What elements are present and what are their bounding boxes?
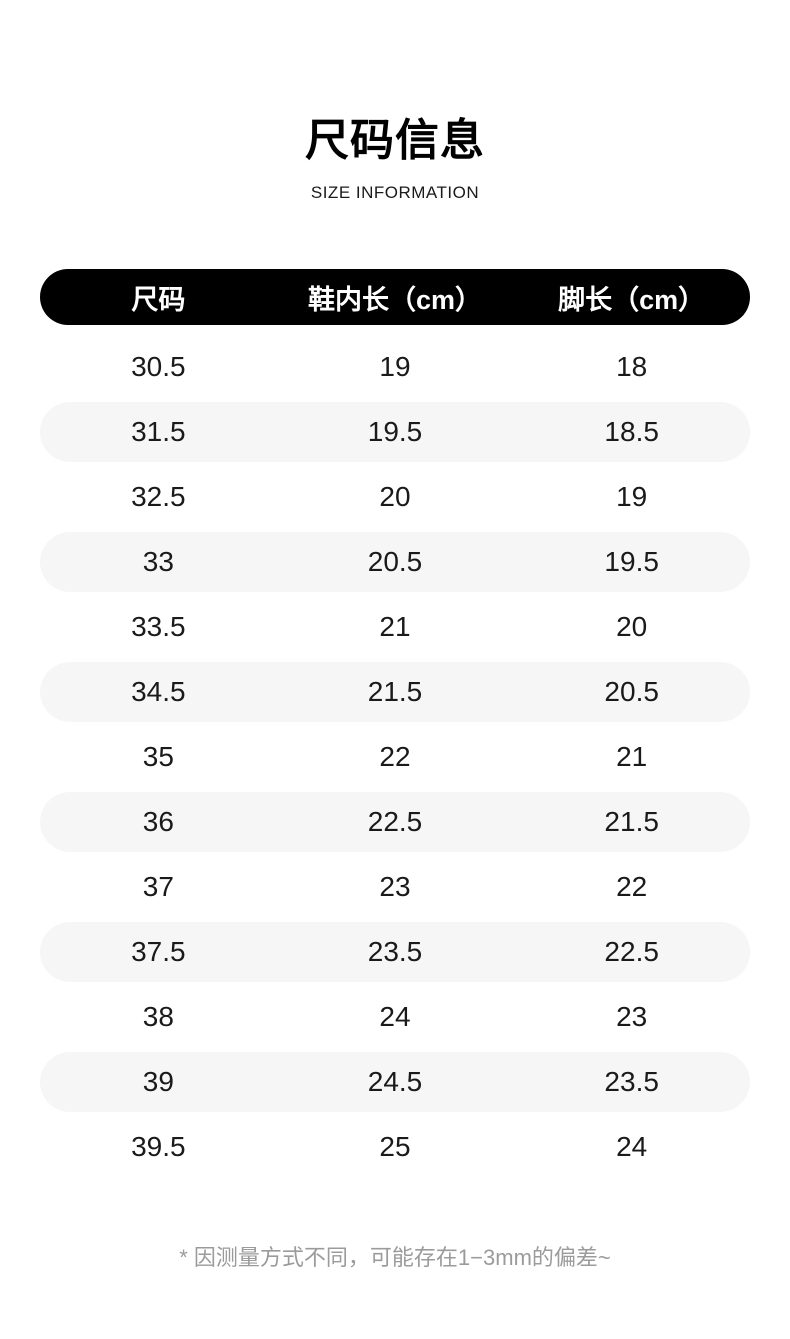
table-cell: 31.5 [131,416,186,447]
table-cell: 19.5 [604,546,659,577]
table-cell: 32.5 [131,481,186,512]
size-table-body: 30.5 19 18 31.5 19.5 18.5 32.5 20 19 33 20.5 19.5 33… [40,325,750,1177]
size-table-header-row: 尺码 鞋内长（cm） 脚长（cm） [40,269,750,325]
table-cell: 20 [616,611,648,642]
table-cell: 39.5 [131,1131,186,1162]
table-row: 35 22 21 [40,727,750,787]
table-cell: 30.5 [131,351,186,382]
page-subtitle: SIZE INFORMATION [310,183,480,202]
table-cell: 23 [379,871,411,902]
table-cell: 35 [142,741,174,772]
table-cell: 37 [142,871,174,902]
title-block: 尺码信息 SIZE INFORMATION [0,0,790,203]
table-row: 33.5 21 20 [40,597,750,657]
table-cell: 18 [616,351,648,382]
column-header-size: 尺码 [131,284,186,315]
page-title: 尺码信息 [305,116,485,165]
table-cell: 36 [142,806,174,837]
table-cell: 25 [379,1131,411,1162]
table-cell: 21.5 [604,806,659,837]
table-row: 39 24.5 23.5 [40,1052,750,1112]
table-cell: 24.5 [367,1066,423,1097]
table-cell: 33 [142,546,174,577]
table-row: 36 22.5 21.5 [40,792,750,852]
table-cell: 23 [616,1001,648,1032]
table-cell: 38 [142,1001,174,1032]
table-row: 32.5 20 19 [40,467,750,527]
table-row: 39.5 25 24 [40,1117,750,1177]
table-row: 31.5 19.5 18.5 [40,402,750,462]
table-cell: 37.5 [131,936,186,967]
table-cell: 19 [616,481,648,512]
measurement-note: * 因测量方式不同，可能存在1−3mm的偏差~ [179,1245,611,1270]
table-cell: 20.5 [367,546,423,577]
table-row: 38 24 23 [40,987,750,1047]
table-cell: 20.5 [604,676,659,707]
table-row: 37 23 22 [40,857,750,917]
size-table: 尺码 鞋内长（cm） 脚长（cm） 30.5 19 18 31.5 19.5 18.5 32… [40,269,750,1177]
table-cell: 24 [379,1001,411,1032]
table-cell: 22.5 [367,806,423,837]
table-cell: 39 [142,1066,174,1097]
table-cell: 20 [379,481,411,512]
column-header-inner-length: 鞋内长（cm） [307,284,483,315]
table-row: 30.5 19 18 [40,337,750,397]
table-cell: 34.5 [131,676,186,707]
table-row: 34.5 21.5 20.5 [40,662,750,722]
table-cell: 21 [379,611,411,642]
table-cell: 18.5 [604,416,659,447]
table-cell: 23.5 [367,936,423,967]
table-row: 37.5 23.5 22.5 [40,922,750,982]
table-cell: 23.5 [604,1066,659,1097]
table-cell: 21.5 [367,676,423,707]
table-cell: 19.5 [367,416,423,447]
table-cell: 22.5 [604,936,659,967]
table-row: 33 20.5 19.5 [40,532,750,592]
table-cell: 24 [616,1131,648,1162]
table-cell: 22 [616,871,648,902]
column-header-foot-length: 脚长（cm） [558,284,706,315]
table-cell: 33.5 [131,611,186,642]
table-cell: 21 [616,741,648,772]
table-cell: 19 [379,351,411,382]
table-cell: 22 [379,741,411,772]
